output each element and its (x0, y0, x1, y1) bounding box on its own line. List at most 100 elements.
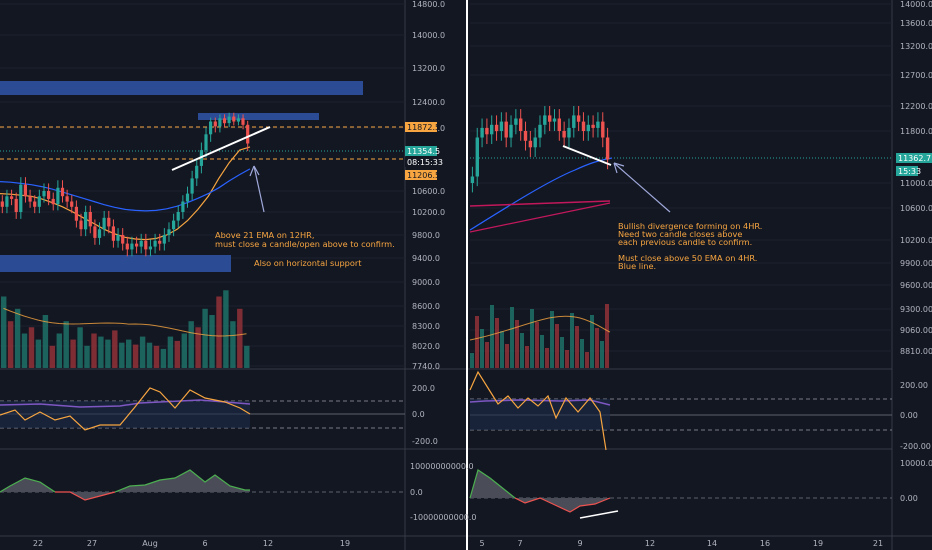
indicator-lines (0, 146, 613, 513)
volume-bar (146, 342, 153, 368)
candle-body (586, 124, 590, 132)
volume-bar (202, 308, 208, 368)
candle-body (97, 229, 102, 238)
x-tick-label: 14 (707, 539, 717, 548)
x-tick-label: 12 (263, 539, 273, 548)
candle-body (162, 235, 166, 244)
y-tick-label: 8600.0 (412, 302, 440, 311)
y-tick-label: 11000.00 (900, 179, 932, 188)
candle-body (93, 226, 97, 238)
candle-body (130, 243, 134, 250)
y-tick-label: 9800.0 (412, 231, 440, 240)
candle-body (185, 193, 190, 202)
candle-body (107, 217, 111, 227)
volume-bar (35, 339, 42, 368)
y-tick-label: 10000.00 (900, 459, 932, 468)
annotation-text: Bullish divergence forming on 4HR. (618, 221, 762, 231)
candle-body (70, 201, 74, 207)
candle-body (572, 115, 576, 128)
x-tick-label: 16 (760, 539, 770, 548)
volume-bar (21, 333, 28, 368)
candle-body (158, 240, 162, 244)
volume-bar (545, 348, 549, 368)
price-badge (405, 122, 437, 132)
annotation-text: Need two candle closes above (618, 229, 742, 239)
momentum-line (469, 469, 516, 499)
volume-bar (495, 318, 499, 368)
annotation-text: must close a candle/open above to confir… (215, 239, 395, 249)
y-tick-label: -200.00 (900, 442, 931, 451)
volume-bar (1, 296, 7, 368)
volume-bar (181, 333, 187, 368)
arrow-line (253, 165, 265, 213)
y-tick-label: 14000.00 (900, 0, 932, 9)
volume-bar (160, 348, 167, 368)
candle-body (490, 124, 494, 135)
candle-body (28, 196, 32, 202)
volume-ma-line (3, 307, 247, 337)
y-tick-label: 200.00 (900, 381, 928, 390)
x-tick-label: 6 (202, 539, 207, 548)
volume-bars (1, 290, 609, 368)
volume-bar (49, 345, 55, 368)
price-badge-text: 11354.5 (407, 147, 440, 156)
x-tick-label: 19 (340, 539, 350, 548)
candle-body (591, 124, 595, 128)
y-tick-label: 14800.0 (412, 0, 445, 9)
volume-bar (560, 337, 564, 368)
volume-bar (126, 339, 132, 368)
volume-bar (575, 326, 579, 368)
candle-body (601, 121, 605, 138)
candle-body (209, 121, 213, 135)
candle-body (181, 201, 185, 212)
candle-body (14, 198, 18, 212)
volume-bar (485, 342, 489, 368)
candle-body (605, 137, 610, 160)
y-tick-label: 9600.00 (900, 281, 932, 290)
momentum-area (0, 470, 250, 500)
ema21-line (0, 146, 251, 241)
momentum-line (514, 497, 611, 513)
candle-body (121, 235, 125, 244)
candle-body (504, 121, 508, 138)
momentum-line (0, 477, 56, 493)
candle-body (475, 137, 479, 177)
ema50-line (0, 168, 251, 212)
candle-body (576, 115, 581, 122)
y-tick-label: 14000.0 (412, 31, 445, 40)
volume-bar (585, 352, 589, 368)
arrow-head (613, 162, 625, 174)
y-tick-label: 0.0 (412, 410, 425, 419)
y-tick-label: 12700.00 (900, 71, 932, 80)
candle-body (172, 220, 176, 230)
candle-body (153, 240, 157, 247)
candle-body (552, 118, 557, 122)
y-tick-label: 12200.00 (900, 102, 932, 111)
resistance-zone (0, 81, 363, 95)
rsi-signal-line (0, 399, 251, 408)
arrow-line (613, 162, 671, 213)
candle-body (528, 140, 533, 148)
divergence-line (469, 202, 611, 233)
candle-body (204, 134, 208, 151)
candle-body (65, 196, 69, 202)
annotations: Above 21 EMA on 12HR,must close a candle… (215, 221, 762, 271)
candle-body (84, 212, 88, 230)
y-tick-label: 13200.00 (900, 42, 932, 51)
volume-bar (153, 345, 160, 368)
candle-body (562, 131, 566, 138)
candle-body (144, 240, 148, 250)
price-badge-text: 11362.71 (898, 154, 932, 163)
candle-body (509, 124, 513, 138)
y-tick-label: 11800.00 (900, 127, 932, 136)
volume-bar (139, 336, 146, 368)
y-tick-label: 9060.00 (900, 326, 932, 335)
price-badge (405, 170, 437, 180)
price-badge (896, 166, 918, 176)
y-tick-label: 8300.0 (412, 322, 440, 331)
volume-bar (480, 329, 484, 368)
volume-bar (530, 309, 534, 368)
volume-bar (132, 344, 139, 368)
price-badge (405, 157, 437, 167)
